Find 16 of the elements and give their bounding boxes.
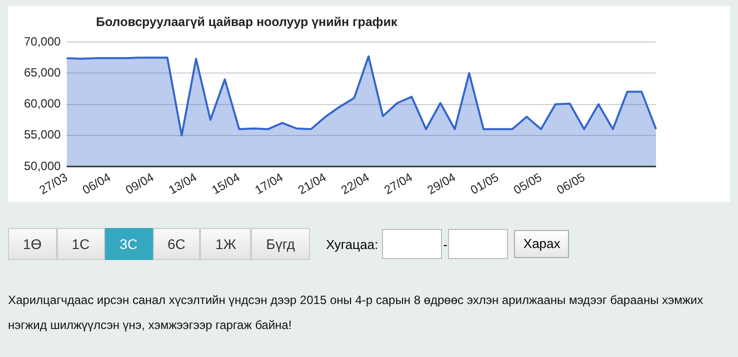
text: Бүгд	[251, 228, 310, 260]
text: Хугацаа:	[326, 236, 378, 252]
y-tick-label: 65,000	[24, 65, 62, 80]
y-tick-label: 60,000	[24, 96, 62, 111]
text: 1С	[56, 228, 105, 260]
chart-title: Боловсруулаагүй цайвар ноолуур үнийн график	[96, 15, 398, 29]
text: -	[443, 236, 448, 252]
text: 6С	[152, 228, 200, 260]
text: 3С	[104, 228, 152, 260]
y-tick-label: 50,000	[24, 158, 62, 173]
text: Харах	[514, 230, 570, 258]
text: 1Ө	[8, 228, 57, 260]
y-tick-label: 55,000	[24, 128, 62, 142]
y-tick-label: 70,000	[24, 34, 62, 48]
text: 1Ж	[200, 228, 252, 260]
text: Харилцагчдаас ирсэн санал хүсэлтийн үндсэн дээр 2015 оны 4-р сарын 8 өдрөөс эхлэн арилжааны мэдээг барааны хэмжих нэгжид шилжүүлсэн үнэ, хэмжээгээр гаргаж байна!	[8, 292, 704, 334]
